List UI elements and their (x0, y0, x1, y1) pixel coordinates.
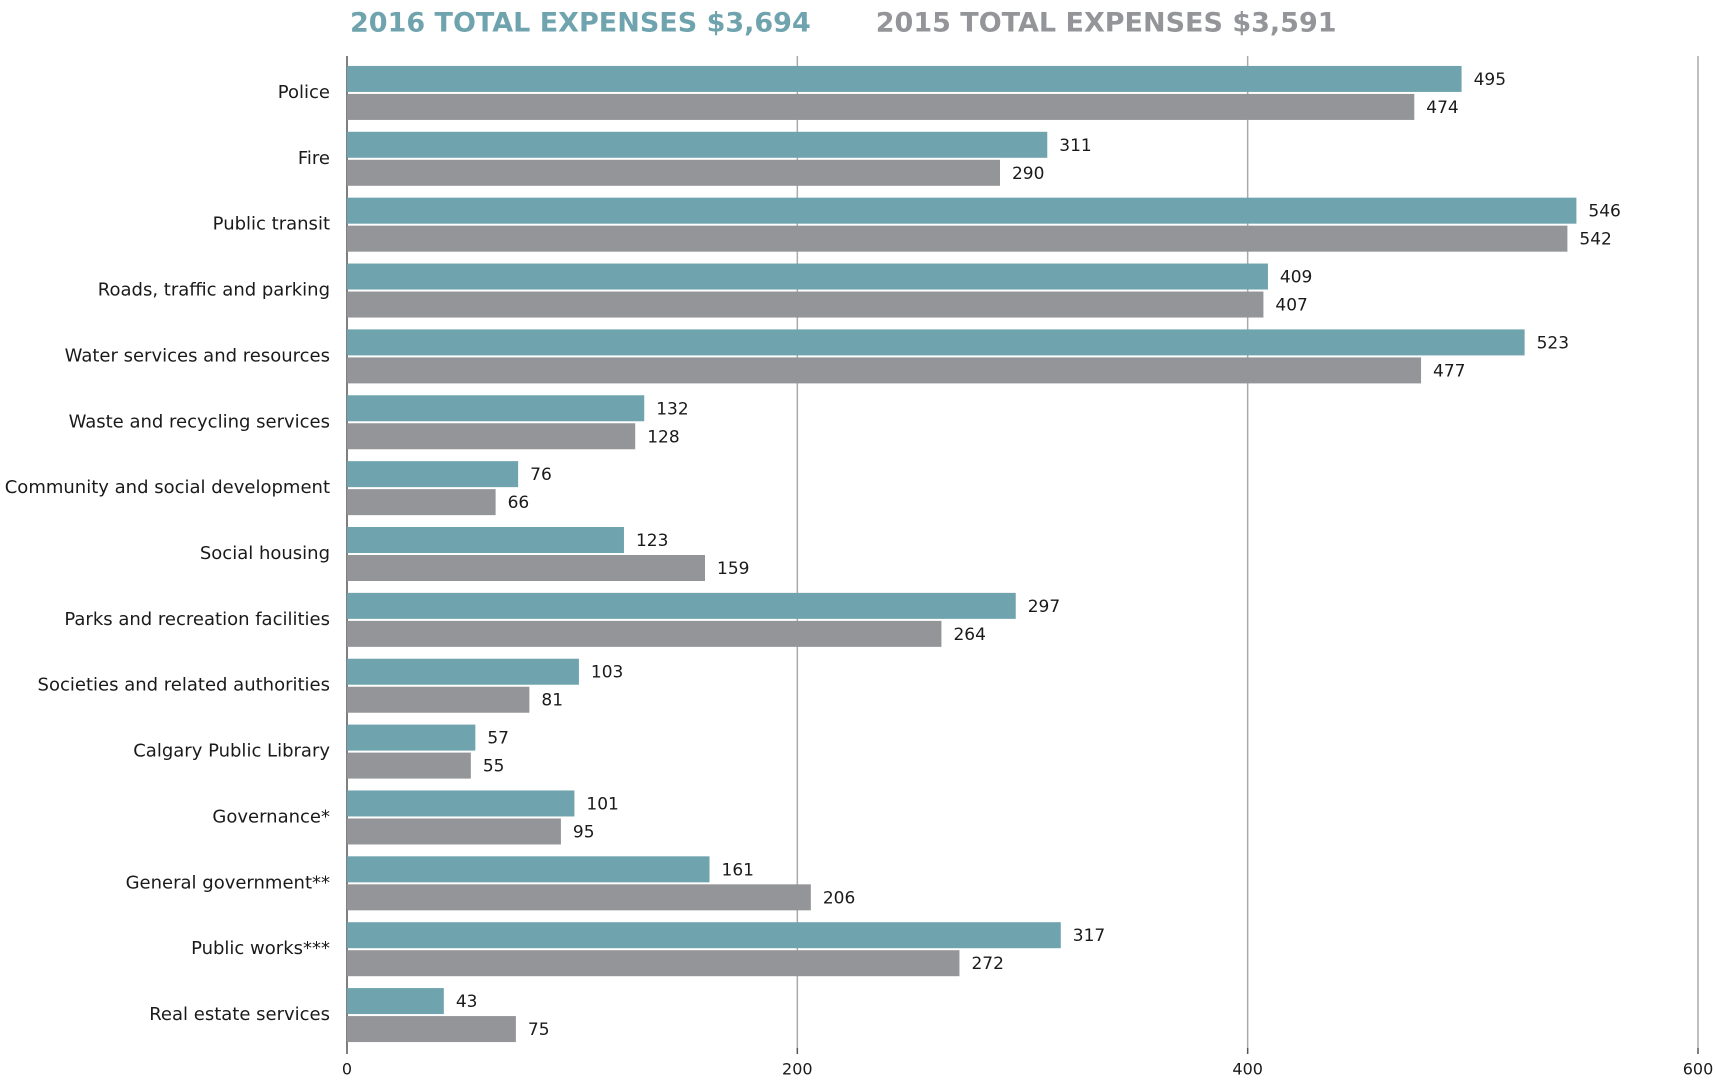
value-label: 546 (1588, 202, 1620, 222)
value-label: 290 (1012, 164, 1044, 184)
x-tick-label: 0 (342, 1060, 352, 1079)
category-label: Police (278, 82, 330, 103)
category-label: Real estate services (149, 1004, 330, 1025)
bar (347, 950, 960, 977)
category-label: Roads, traffic and parking (98, 280, 330, 301)
value-label: 474 (1426, 98, 1458, 118)
bar (347, 527, 624, 553)
bar (347, 592, 1016, 619)
bar (347, 423, 636, 450)
value-label: 407 (1275, 296, 1307, 316)
bar (347, 159, 1000, 186)
value-label: 523 (1537, 333, 1569, 353)
value-label: 81 (541, 691, 563, 711)
bar (347, 329, 1525, 356)
bar (347, 93, 1415, 120)
legend-label: 2015 TOTAL EXPENSES $3,591 (876, 8, 1337, 39)
category-label: General government** (126, 872, 330, 893)
value-label: 66 (508, 493, 530, 513)
legend-label: 2016 TOTAL EXPENSES $3,694 (350, 8, 811, 39)
value-label: 542 (1579, 230, 1611, 250)
value-label: 101 (586, 794, 618, 814)
bar (347, 395, 645, 422)
bar (347, 1016, 516, 1043)
bar (347, 620, 942, 647)
bar (347, 263, 1268, 290)
bar (347, 724, 476, 751)
bar (347, 197, 1577, 224)
value-label: 75 (528, 1020, 550, 1040)
bar (347, 856, 710, 883)
category-label: Governance* (212, 806, 330, 827)
value-label: 264 (953, 625, 985, 645)
category-label: Waste and recycling services (69, 411, 330, 432)
bar (347, 65, 1462, 92)
value-label: 477 (1433, 361, 1465, 381)
category-label: Water services and resources (65, 345, 330, 366)
x-tick-label: 200 (782, 1060, 813, 1079)
bar (347, 884, 811, 911)
value-label: 161 (722, 860, 754, 880)
value-label: 43 (456, 992, 478, 1012)
value-label: 128 (647, 427, 679, 447)
category-label: Public transit (213, 214, 330, 235)
category-label: Fire (298, 148, 330, 169)
bar (347, 790, 575, 817)
value-label: 132 (656, 399, 688, 419)
bar (347, 988, 444, 1015)
bar (347, 686, 530, 713)
x-tick-label: 400 (1232, 1060, 1263, 1079)
category-label: Societies and related authorities (38, 675, 330, 696)
bar (347, 131, 1048, 158)
value-label: 57 (487, 729, 509, 749)
value-label: 495 (1474, 70, 1506, 90)
value-label: 95 (573, 822, 595, 842)
bar (347, 357, 1422, 384)
category-label: Public works*** (191, 938, 330, 959)
bar (347, 818, 561, 845)
value-label: 409 (1280, 268, 1312, 288)
category-label: Social housing (200, 543, 330, 564)
bar (347, 461, 519, 488)
x-tick-label: 600 (1683, 1060, 1714, 1079)
category-label: Parks and recreation facilities (64, 609, 330, 630)
value-label: 297 (1028, 597, 1060, 617)
value-label: 103 (591, 663, 623, 683)
value-label: 311 (1059, 136, 1091, 156)
value-label: 272 (971, 954, 1003, 974)
value-label: 76 (530, 465, 552, 485)
bar (347, 225, 1568, 252)
bar (347, 291, 1264, 318)
value-label: 317 (1073, 926, 1105, 946)
bar (347, 658, 579, 685)
value-label: 123 (636, 531, 668, 551)
value-label: 159 (717, 559, 749, 579)
bar (347, 555, 706, 581)
value-label: 206 (823, 888, 855, 908)
bar (347, 752, 471, 779)
bar (347, 922, 1061, 949)
bar (347, 489, 496, 516)
category-label: Community and social development (5, 477, 330, 498)
category-label: Calgary Public Library (133, 741, 330, 762)
value-label: 55 (483, 757, 505, 777)
